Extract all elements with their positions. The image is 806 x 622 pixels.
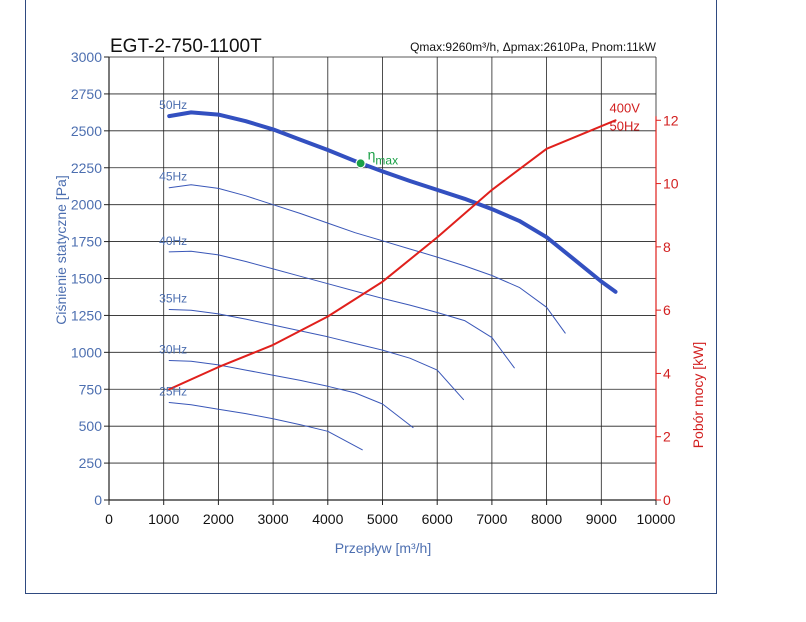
series-line-25hz: [168, 402, 363, 451]
y-tick-label: 2750: [71, 86, 102, 102]
power-label-voltage: 400V: [610, 100, 641, 115]
x-tick-label: 9000: [586, 511, 617, 527]
y-tick-label: 750: [79, 381, 103, 397]
eta-max-subscript: max: [375, 153, 398, 167]
y-tick-label: 250: [79, 455, 103, 471]
x-tick-label: 2000: [203, 511, 234, 527]
x-axis-label: Przepływ [m³/h]: [335, 540, 431, 556]
y-tick-label: 1500: [71, 271, 102, 287]
y-tick-label: 2000: [71, 197, 102, 213]
series-line-30hz: [168, 360, 414, 429]
y-axis-label: Ciśnienie statyczne [Pa]: [53, 175, 69, 324]
x-tick-label: 4000: [312, 511, 343, 527]
series-label-40hz: 40Hz: [159, 234, 187, 248]
y-tick-label: 2250: [71, 160, 102, 176]
series-label-30hz: 30Hz: [159, 342, 187, 356]
y-tick-label: 1750: [71, 234, 102, 250]
chart-title: EGT-2-750-1100T: [110, 36, 262, 57]
x-tick-label: 0: [105, 511, 113, 527]
series-label-25hz: 25Hz: [159, 385, 187, 399]
y2-tick-label: 12: [663, 112, 679, 128]
axes: 0 1000 2000 3000 4000 5000 6000 7000 8000 9000 100…: [71, 49, 679, 527]
chart-subtitle: Qmax:9260m³/h, Δpmax:2610Pa, Pnom:11kW: [410, 40, 657, 54]
x-tick-label: 5000: [367, 511, 398, 527]
y2-tick-label: 6: [663, 302, 671, 318]
y-tick-label: 0: [94, 492, 102, 508]
power-curve-line: [168, 119, 617, 391]
series-line-35hz: [168, 309, 464, 401]
eta-max-marker: [355, 158, 366, 169]
x-tick-label: 3000: [258, 511, 289, 527]
y-tick-label: 2500: [71, 123, 102, 139]
y2-axis-label: Pobór mocy [kW]: [690, 342, 706, 449]
y-tick-label: 1000: [71, 344, 102, 360]
y-tick-label: 1250: [71, 307, 102, 323]
chart-frame: [25, 0, 717, 594]
y2-tick-label: 8: [663, 239, 671, 255]
y2-tick-label: 2: [663, 429, 671, 445]
y-tick-label: 500: [79, 418, 103, 434]
series-line-40hz: [168, 250, 515, 369]
y2-tick-label: 10: [663, 176, 679, 192]
y2-tick-label: 0: [663, 492, 671, 508]
series-label-35hz: 35Hz: [159, 292, 187, 306]
x-tick-label: 7000: [476, 511, 507, 527]
power-label-frequency: 50Hz: [610, 118, 640, 133]
grid: [109, 56, 657, 500]
series-line-50hz: [167, 110, 618, 294]
x-tick-label: 1000: [148, 511, 179, 527]
x-tick-label: 10000: [637, 511, 676, 527]
y2-tick-label: 4: [663, 365, 671, 381]
x-tick-label: 6000: [422, 511, 453, 527]
series-line-45hz: [168, 184, 566, 334]
series-group: [167, 110, 618, 451]
y-tick-label: 3000: [71, 49, 102, 65]
x-tick-label: 8000: [531, 511, 562, 527]
series-label-45hz: 45Hz: [159, 170, 187, 184]
series-label-50hz: 50Hz: [159, 98, 187, 112]
